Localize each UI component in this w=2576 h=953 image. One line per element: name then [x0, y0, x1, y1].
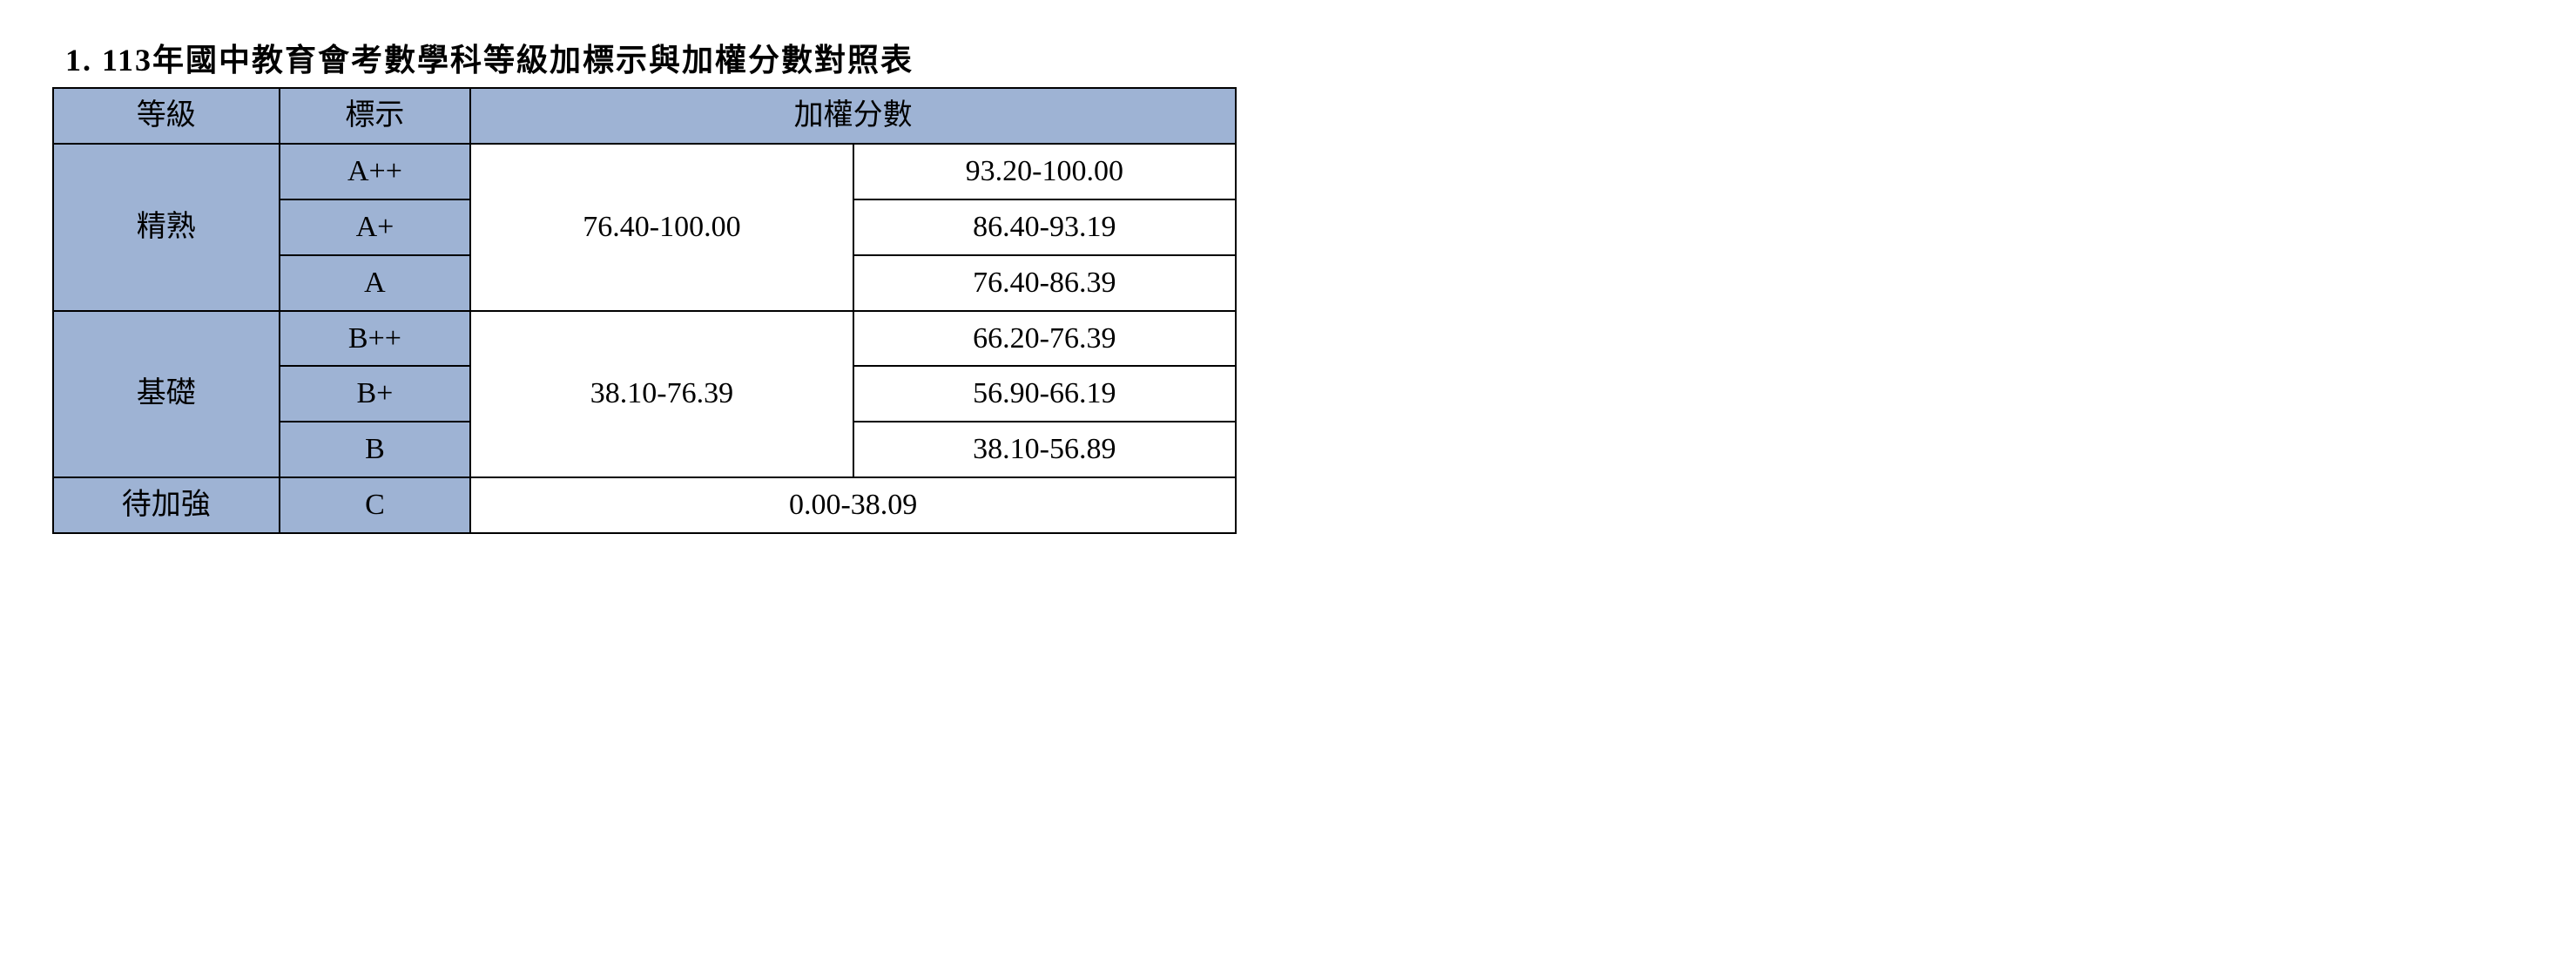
table-row: 精熟 A++ 76.40-100.00 93.20-100.00	[53, 144, 1236, 199]
mark-cell: A++	[280, 144, 471, 199]
table-row: 待加強 C 0.00-38.09	[53, 477, 1236, 533]
subrange-cell: 93.20-100.00	[853, 144, 1236, 199]
grade-cell: 精熟	[53, 144, 280, 311]
group-range-cell: 76.40-100.00	[470, 144, 853, 311]
subrange-cell: 56.90-66.19	[853, 366, 1236, 422]
mark-cell: B+	[280, 366, 471, 422]
mark-cell: B	[280, 422, 471, 477]
header-grade: 等級	[53, 88, 280, 144]
header-mark: 標示	[280, 88, 471, 144]
group-range-cell: 38.10-76.39	[470, 311, 853, 478]
subrange-cell: 76.40-86.39	[853, 255, 1236, 311]
header-weighted-score: 加權分數	[470, 88, 1236, 144]
score-table-container: 1. 113年國中教育會考數學科等級加標示與加權分數對照表 等級 標示 加權分數…	[35, 35, 1254, 534]
group-range-cell: 0.00-38.09	[470, 477, 1236, 533]
table-row: 基礎 B++ 38.10-76.39 66.20-76.39	[53, 311, 1236, 367]
mark-cell: A	[280, 255, 471, 311]
subrange-cell: 66.20-76.39	[853, 311, 1236, 367]
mark-cell: B++	[280, 311, 471, 367]
table-title: 1. 113年國中教育會考數學科等級加標示與加權分數對照表	[65, 35, 1254, 80]
mark-cell: A+	[280, 199, 471, 255]
subrange-cell: 38.10-56.89	[853, 422, 1236, 477]
grade-cell: 待加強	[53, 477, 280, 533]
grade-cell: 基礎	[53, 311, 280, 478]
subrange-cell: 86.40-93.19	[853, 199, 1236, 255]
header-row: 等級 標示 加權分數	[53, 88, 1236, 144]
mark-cell: C	[280, 477, 471, 533]
score-table: 等級 標示 加權分數 精熟 A++ 76.40-100.00 93.20-100…	[52, 87, 1237, 534]
